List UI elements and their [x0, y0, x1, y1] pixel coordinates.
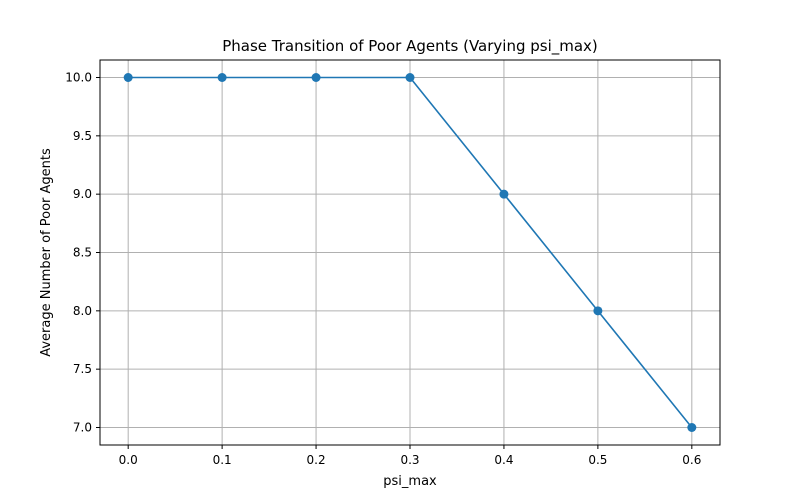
y-tick-label: 8.0 [73, 304, 92, 318]
data-point [687, 423, 697, 432]
data-point [593, 306, 603, 316]
x-axis-label: psi_max [383, 474, 437, 489]
y-tick-label: 10.0 [65, 71, 92, 85]
y-tick-label: 7.0 [73, 421, 92, 435]
data-point [123, 73, 133, 82]
y-tick-label: 8.5 [73, 246, 92, 260]
data-point [405, 73, 415, 82]
x-tick-label: 0.1 [213, 453, 232, 467]
ticks-layer: 0.0 0.1 0.2 0.3 0.4 0.5 0.6 7.0 7.5 8.0 8.5 9.0 9.5 1… [65, 71, 701, 468]
x-tick-label: 0.0 [119, 453, 138, 467]
grid-layer [100, 60, 720, 445]
x-tick-label: 0.3 [400, 453, 419, 467]
data-point [311, 73, 321, 82]
data-point [499, 189, 509, 199]
data-point [217, 73, 227, 82]
y-tick-label: 9.0 [73, 187, 92, 201]
y-tick-label: 7.5 [73, 362, 92, 376]
x-tick-label: 0.5 [588, 453, 607, 467]
x-tick-label: 0.6 [682, 453, 701, 467]
y-tick-label: 9.5 [73, 129, 92, 143]
series-layer [123, 73, 697, 432]
x-tick-label: 0.4 [494, 453, 513, 467]
y-axis-label: Average Number of Poor Agents [39, 148, 54, 357]
x-tick-label: 0.2 [307, 453, 326, 467]
chart-title: Phase Transition of Poor Agents (Varying… [222, 37, 598, 56]
